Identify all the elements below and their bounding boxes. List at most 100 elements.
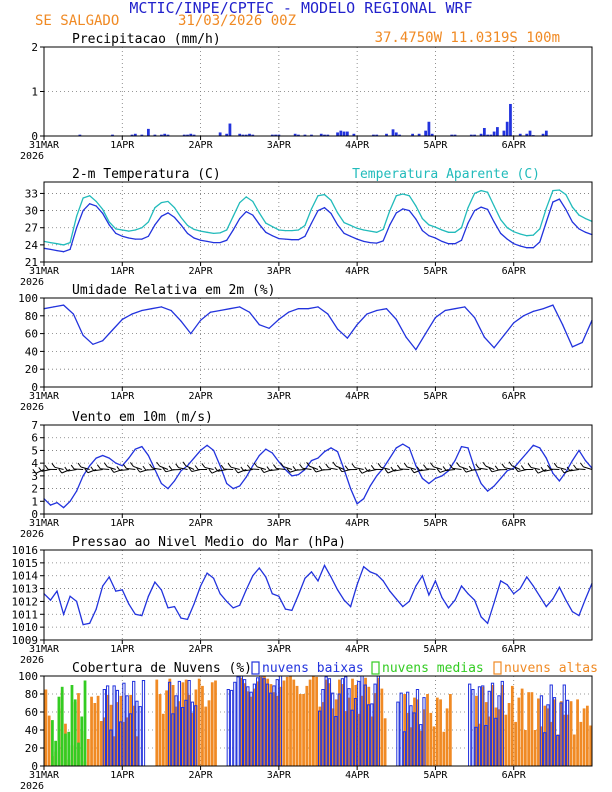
series-line-1 <box>43 443 593 509</box>
precip-bar <box>140 134 144 136</box>
data-point <box>239 604 241 606</box>
wind-barb-flag <box>306 461 310 467</box>
wind-barb-flag <box>227 462 232 468</box>
data-point <box>128 603 130 605</box>
data-point <box>232 607 234 609</box>
cloud-bar-3 <box>334 699 338 766</box>
wind-barb <box>426 468 436 470</box>
precip-bar <box>310 134 313 136</box>
cloud-bar-3 <box>132 705 136 766</box>
x-tick-label: 1APR <box>110 644 135 655</box>
wind-barb-flag <box>77 462 82 468</box>
data-point <box>336 328 339 330</box>
wind-barb-flag <box>449 464 453 469</box>
precip-bar <box>133 133 137 136</box>
cloud-bar-3 <box>204 706 208 766</box>
header-location: SE SALGADO <box>35 13 119 29</box>
cloud-bar-3 <box>135 736 139 766</box>
y-tick-label: 1 <box>31 86 38 99</box>
data-point <box>343 221 345 224</box>
data-point <box>584 217 587 220</box>
y-tick-label: 100 <box>18 292 38 305</box>
data-point <box>284 608 286 610</box>
precip-bar <box>345 131 349 136</box>
precip-bar <box>479 133 483 136</box>
data-point <box>108 224 110 226</box>
data-point <box>121 589 123 591</box>
cloud-bar-3 <box>484 702 488 766</box>
cloud-bar-3 <box>113 736 116 766</box>
wind-barb <box>537 469 547 474</box>
cloud-bar-3 <box>550 721 553 766</box>
data-point <box>291 239 293 241</box>
cloud-bar-3 <box>338 679 341 766</box>
panel-6: 0 20 40 60 80 100 31MAR 1APR 2APR 3APR 4APR 5APR 6AP… <box>18 661 598 792</box>
cloud-bar-2 <box>64 733 67 766</box>
wind-barb <box>107 466 116 470</box>
data-point <box>473 316 476 319</box>
data-point <box>206 231 208 233</box>
data-point <box>199 449 202 452</box>
wind-barb <box>335 465 345 470</box>
cloud-bar-3 <box>517 697 521 766</box>
data-point <box>343 232 345 235</box>
wind-barb <box>269 469 279 472</box>
cloud-bar-3 <box>155 679 159 766</box>
data-point <box>428 482 430 485</box>
wind-barb-flag <box>410 468 415 474</box>
data-point <box>363 498 365 500</box>
data-point <box>350 224 352 227</box>
data-point <box>500 580 502 582</box>
cloud-bar-3 <box>99 721 103 766</box>
wind-barb <box>478 467 488 470</box>
y-tick-label: 1 <box>31 495 38 508</box>
wind-barb-flag <box>573 464 577 470</box>
data-point <box>226 239 228 241</box>
data-point <box>49 504 52 506</box>
data-point <box>382 240 384 242</box>
wind-barb <box>250 468 260 470</box>
y-tick-label: 20 <box>25 363 38 376</box>
y-tick-label: 100 <box>18 670 38 683</box>
data-point <box>92 343 94 345</box>
data-point <box>89 203 91 205</box>
precip-bar <box>411 133 414 136</box>
wind-barb <box>361 469 371 474</box>
data-point <box>82 197 84 199</box>
wind-barb <box>67 469 77 472</box>
data-point <box>288 311 290 313</box>
data-point <box>519 245 521 247</box>
data-point <box>356 503 358 505</box>
cloud-bar-2 <box>83 680 87 766</box>
cloud-bar-3 <box>165 690 168 766</box>
data-point <box>356 238 358 240</box>
cloud-bar-1 <box>229 689 234 767</box>
precip-bar <box>391 129 395 136</box>
cloud-bar-3 <box>171 685 175 766</box>
data-point <box>558 586 560 588</box>
wind-barb <box>185 465 195 470</box>
data-point <box>460 585 463 587</box>
data-point <box>69 595 71 597</box>
cloud-bar-3 <box>383 718 387 766</box>
data-point <box>317 195 319 197</box>
data-point <box>239 217 241 220</box>
data-point <box>147 221 149 223</box>
wind-barb <box>504 467 514 470</box>
data-point <box>395 212 397 214</box>
wind-barb-flag <box>534 468 539 474</box>
data-point <box>480 616 482 618</box>
data-point <box>160 482 163 485</box>
data-point <box>76 227 78 229</box>
data-point <box>167 212 169 214</box>
data-point <box>336 212 339 214</box>
cloud-bar-3 <box>201 685 204 766</box>
data-point <box>467 447 469 449</box>
data-point <box>304 235 306 237</box>
data-point <box>402 193 404 195</box>
wind-barb-flag <box>220 464 225 470</box>
data-point <box>526 452 528 454</box>
data-point <box>350 487 352 490</box>
data-point <box>454 599 456 601</box>
